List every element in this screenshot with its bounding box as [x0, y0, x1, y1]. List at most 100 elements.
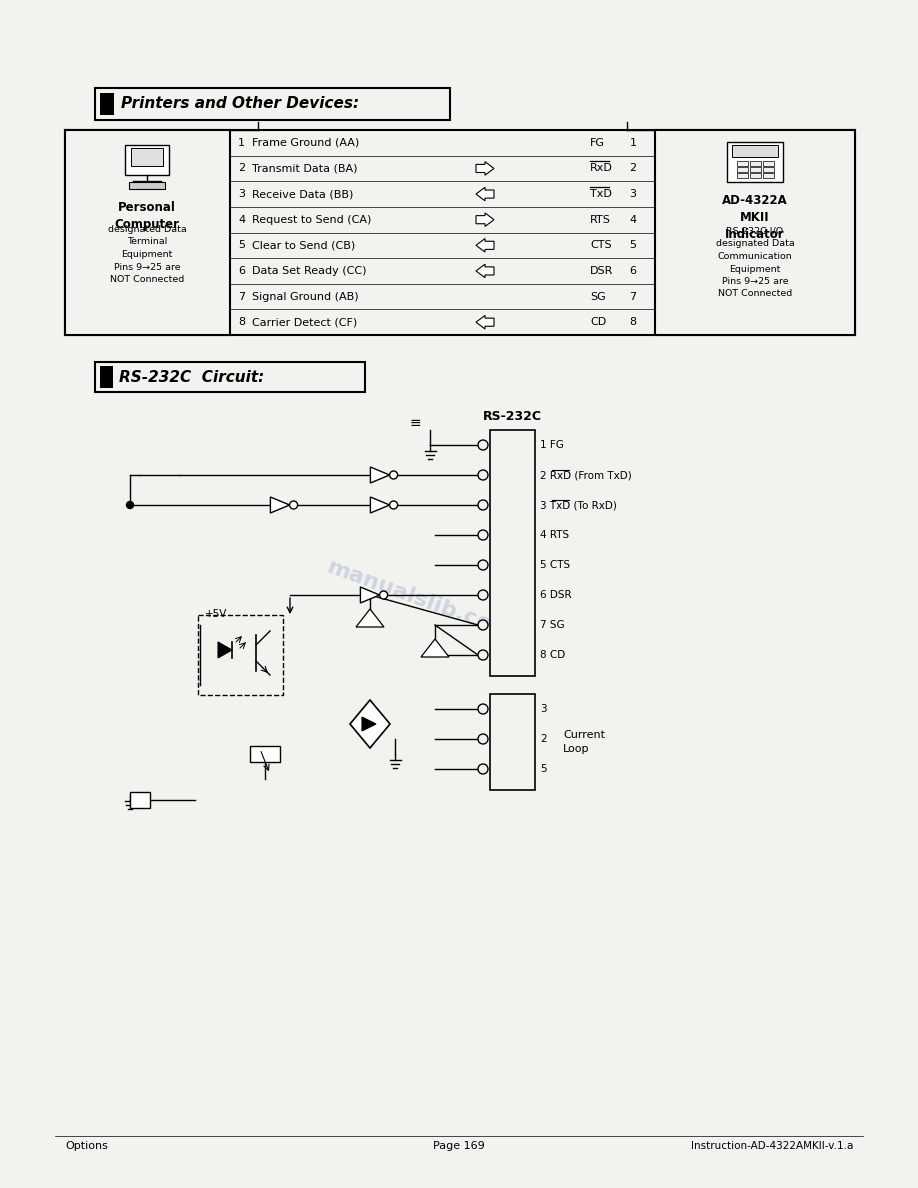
Text: Personal
Computer: Personal Computer — [115, 201, 180, 230]
Circle shape — [478, 440, 488, 450]
Bar — [737, 173, 748, 178]
Bar — [750, 162, 761, 166]
Text: 6: 6 — [630, 266, 636, 276]
Circle shape — [478, 560, 488, 570]
Text: ≡: ≡ — [409, 416, 420, 430]
Text: Request to Send (CA): Request to Send (CA) — [252, 215, 372, 225]
Text: 1: 1 — [630, 138, 636, 147]
Polygon shape — [362, 718, 376, 731]
Text: 1 FG: 1 FG — [540, 440, 564, 450]
Text: 2: 2 — [540, 734, 546, 744]
Bar — [100, 366, 113, 388]
Circle shape — [478, 650, 488, 661]
Text: 2 RxD (From TxD): 2 RxD (From TxD) — [540, 470, 632, 480]
Text: manualslib.com: manualslib.com — [324, 557, 516, 643]
Text: RS-232C I/O
designated Data
Communication
Equipment
Pins 9→25 are
NOT Connected: RS-232C I/O designated Data Communicatio… — [716, 227, 794, 298]
Text: 2: 2 — [238, 164, 245, 173]
Text: 2: 2 — [630, 164, 636, 173]
Text: CTS: CTS — [590, 240, 611, 251]
Bar — [737, 168, 748, 172]
Polygon shape — [218, 642, 232, 658]
Circle shape — [389, 501, 397, 508]
Polygon shape — [271, 497, 289, 513]
Bar — [655, 129, 855, 335]
Polygon shape — [370, 467, 389, 484]
Circle shape — [389, 470, 397, 479]
Text: CD: CD — [590, 317, 606, 327]
Text: 1: 1 — [238, 138, 245, 147]
Text: 4: 4 — [238, 215, 245, 225]
Bar — [763, 162, 774, 166]
Text: 5: 5 — [540, 764, 546, 775]
Bar — [65, 129, 230, 335]
Circle shape — [478, 500, 488, 510]
Circle shape — [478, 470, 488, 480]
Text: 5: 5 — [238, 240, 245, 251]
Bar — [131, 148, 163, 166]
Bar — [100, 93, 114, 115]
Bar — [198, 615, 283, 695]
Text: 7: 7 — [630, 291, 636, 302]
Bar — [95, 362, 365, 392]
Text: 8: 8 — [238, 317, 245, 327]
Text: 5 CTS: 5 CTS — [540, 560, 570, 570]
Text: 6 DSR: 6 DSR — [540, 590, 572, 600]
Text: 3 TxD (To RxD): 3 TxD (To RxD) — [540, 500, 617, 510]
Circle shape — [478, 590, 488, 600]
Polygon shape — [370, 497, 389, 513]
Text: Signal Ground (AB): Signal Ground (AB) — [252, 291, 359, 302]
Polygon shape — [361, 587, 380, 604]
Text: 4: 4 — [630, 215, 636, 225]
Circle shape — [380, 590, 387, 599]
Bar — [763, 173, 774, 178]
Bar — [490, 430, 535, 676]
Text: Printers and Other Devices:: Printers and Other Devices: — [121, 96, 359, 112]
Text: 3: 3 — [630, 189, 636, 200]
Text: Instruction-AD-4322AMKII-v.1.a: Instruction-AD-4322AMKII-v.1.a — [690, 1140, 853, 1151]
Bar — [129, 182, 165, 189]
Text: AD-4322A
MKII
Indicator: AD-4322A MKII Indicator — [722, 194, 788, 241]
Text: Receive Data (BB): Receive Data (BB) — [252, 189, 353, 200]
Polygon shape — [356, 609, 384, 627]
Text: Carrier Detect (CF): Carrier Detect (CF) — [252, 317, 357, 327]
Bar — [130, 792, 150, 808]
Text: TxD: TxD — [590, 189, 612, 200]
Circle shape — [478, 620, 488, 630]
Text: RTS: RTS — [590, 215, 610, 225]
Polygon shape — [476, 316, 494, 329]
Bar — [737, 162, 748, 166]
Polygon shape — [476, 264, 494, 278]
Text: 5: 5 — [630, 240, 636, 251]
Circle shape — [478, 734, 488, 744]
Circle shape — [478, 764, 488, 775]
Text: 7 SG: 7 SG — [540, 620, 565, 630]
Text: Data Set Ready (CC): Data Set Ready (CC) — [252, 266, 366, 276]
Text: SG: SG — [590, 291, 606, 302]
Text: Frame Ground (AA): Frame Ground (AA) — [252, 138, 359, 147]
Bar — [65, 129, 855, 335]
Text: +5V: +5V — [205, 609, 228, 619]
Bar — [750, 173, 761, 178]
Text: 8 CD: 8 CD — [540, 650, 565, 661]
Text: 8: 8 — [630, 317, 636, 327]
Circle shape — [478, 704, 488, 714]
Polygon shape — [476, 188, 494, 201]
Text: Options: Options — [65, 1140, 108, 1151]
Bar — [95, 88, 450, 120]
Bar — [750, 168, 761, 172]
Text: RxD: RxD — [590, 164, 613, 173]
Text: designated Data
Terminal
Equipment
Pins 9→25 are
NOT Connected: designated Data Terminal Equipment Pins … — [107, 225, 186, 284]
Bar — [727, 143, 783, 182]
Bar — [250, 746, 280, 762]
Bar — [732, 145, 778, 157]
Bar — [125, 145, 169, 175]
Text: Clear to Send (CB): Clear to Send (CB) — [252, 240, 355, 251]
Text: Page 169: Page 169 — [433, 1140, 485, 1151]
Text: 3: 3 — [238, 189, 245, 200]
Text: 6: 6 — [238, 266, 245, 276]
Text: Current
Loop: Current Loop — [563, 729, 605, 754]
Polygon shape — [476, 239, 494, 252]
Text: 7: 7 — [238, 291, 245, 302]
Text: Transmit Data (BA): Transmit Data (BA) — [252, 164, 357, 173]
Text: FG: FG — [590, 138, 605, 147]
